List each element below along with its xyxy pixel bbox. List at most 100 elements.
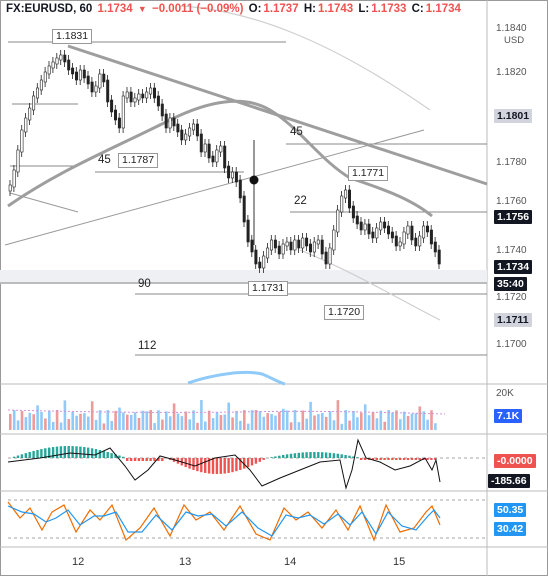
volume-bar xyxy=(204,421,207,430)
channel-line[interactable] xyxy=(4,129,425,246)
macd-bar xyxy=(219,458,222,474)
candlesticks xyxy=(8,50,441,273)
volume-bar xyxy=(207,410,211,430)
volume-bar xyxy=(129,414,133,430)
symbol-name[interactable]: FX:EURUSD, 60 xyxy=(6,3,93,15)
volume-bar xyxy=(102,423,106,430)
volume-bar xyxy=(379,410,383,430)
volume-bar xyxy=(51,421,55,430)
macd-bar xyxy=(402,458,406,460)
candle-body xyxy=(332,229,336,251)
candle-body xyxy=(153,87,157,99)
candle-body xyxy=(35,87,39,99)
macd-bar xyxy=(20,454,24,458)
volume-bar xyxy=(114,410,117,430)
volume-bar xyxy=(36,405,39,430)
volume-bar xyxy=(157,410,160,430)
stoch-tag: 30.42 xyxy=(494,522,527,536)
volume-bar xyxy=(324,416,328,430)
currency-label[interactable]: USD xyxy=(504,35,525,46)
volume-bar xyxy=(278,411,281,430)
candle-body xyxy=(414,237,418,247)
candle-body xyxy=(246,219,250,243)
candle-body xyxy=(172,117,176,127)
price-tick: 1.1740 xyxy=(496,245,527,256)
candle-body xyxy=(238,179,242,199)
volume-bar xyxy=(48,410,51,430)
macd-bar xyxy=(324,452,328,458)
candle-body xyxy=(192,123,196,131)
high-label-1[interactable]: 1.1831 xyxy=(52,29,93,44)
candle-body xyxy=(160,103,164,117)
time-tick: 15 xyxy=(393,556,406,568)
candle-body xyxy=(359,221,363,231)
candle-body xyxy=(94,85,98,93)
low-label-2[interactable]: 1.1731 xyxy=(248,281,289,296)
volume-bar xyxy=(192,410,195,430)
volume-bar xyxy=(270,413,273,430)
macd-bar xyxy=(321,452,324,458)
candle-body xyxy=(273,239,277,249)
macd-bar xyxy=(32,450,35,458)
candle-body xyxy=(164,113,168,129)
candle-body xyxy=(437,249,441,265)
macd-bar xyxy=(94,449,98,458)
volume-bar xyxy=(328,411,332,430)
candle-body xyxy=(324,251,328,265)
macd-bar xyxy=(282,455,285,458)
price-tag: 1.1711 xyxy=(494,313,532,327)
close-value: 1.1734 xyxy=(425,3,461,15)
macd-bar xyxy=(254,458,258,464)
candle-body xyxy=(102,73,106,83)
volume-bar xyxy=(223,414,227,430)
candle-body xyxy=(344,189,348,199)
last-price-tag: 1.1734 xyxy=(494,260,533,274)
candle-body xyxy=(379,221,383,231)
period-label: 45 xyxy=(290,126,303,138)
candle-body xyxy=(363,223,367,231)
high-label-2[interactable]: 1.1771 xyxy=(348,166,389,181)
candle-body xyxy=(24,117,28,133)
candle-body xyxy=(176,123,180,133)
macd-bar xyxy=(301,452,304,458)
macd-bar xyxy=(399,458,402,460)
volume-bar xyxy=(90,401,94,430)
volume-bar xyxy=(71,411,74,430)
candle-body xyxy=(59,54,63,61)
macd-bar xyxy=(55,446,59,458)
macd-bar xyxy=(352,456,355,458)
candle-body xyxy=(110,99,114,113)
volume-bar xyxy=(356,417,359,430)
low-label-3[interactable]: 1.1720 xyxy=(324,305,365,320)
macd-bar xyxy=(90,448,94,458)
volume-bar xyxy=(282,408,285,430)
volume-bar xyxy=(44,418,47,430)
macd-bar xyxy=(235,458,238,472)
candle-body xyxy=(43,71,47,83)
candle-body xyxy=(383,221,387,229)
candle-body xyxy=(262,255,266,269)
macd-bar xyxy=(44,448,47,458)
volume-bar xyxy=(87,416,90,430)
high-label: H: xyxy=(303,3,316,15)
candle-body xyxy=(32,95,36,111)
volume-axis-tick: 20K xyxy=(496,388,514,399)
anchor-point[interactable] xyxy=(249,175,259,185)
candle-body xyxy=(114,109,118,121)
candle-body xyxy=(137,93,141,101)
low-label-1[interactable]: 1.1787 xyxy=(118,153,159,168)
volume-bar xyxy=(391,412,394,430)
volume-bar xyxy=(211,418,215,430)
price-tick: 1.1820 xyxy=(496,67,527,78)
candle-body xyxy=(121,95,125,129)
macd-bar xyxy=(418,458,421,460)
volume-bar xyxy=(414,413,418,430)
macd-bar xyxy=(387,458,390,460)
macd-bar xyxy=(184,458,187,468)
macd-bar xyxy=(161,458,164,461)
macd-bar xyxy=(71,446,74,458)
volume-bars xyxy=(9,400,437,430)
low-label: L: xyxy=(358,3,370,15)
macd-bar xyxy=(149,458,152,461)
